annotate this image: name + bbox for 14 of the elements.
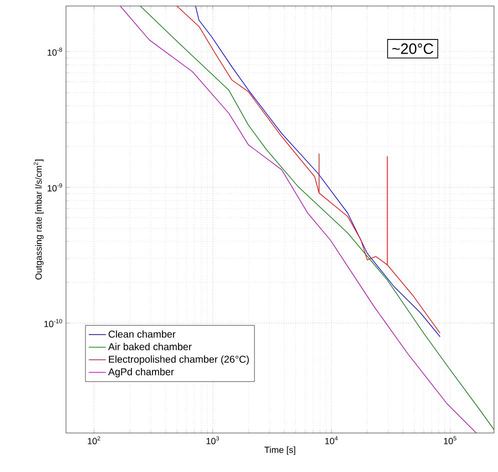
x-tick-label: 10$^{5}$	[444, 436, 456, 444]
legend-label: Air baked chamber	[108, 342, 192, 350]
legend-label: Clean chamber	[108, 330, 176, 338]
legend-label: AgPd chamber	[108, 368, 174, 378]
y-axis-title: Outgassing rate [mbar l/s/cm$^{2}$]	[34, 160, 44, 280]
x-tick-label: 10$^{4}$	[325, 436, 338, 444]
legend-label: Electropolished chamber (26°C)	[108, 355, 249, 365]
y-tick-label: 10$^{-8}$	[48, 48, 62, 56]
x-axis-title: Time [s]	[264, 446, 296, 455]
x-tick-label: 10$^{2}$	[88, 436, 100, 444]
annotation: ~20°C	[392, 43, 434, 54]
y-tick-label: 10$^{-9}$	[48, 183, 62, 192]
y-tick-label: 10$^{-10}$	[44, 319, 62, 328]
x-tick-label: 10$^{3}$	[206, 436, 219, 444]
